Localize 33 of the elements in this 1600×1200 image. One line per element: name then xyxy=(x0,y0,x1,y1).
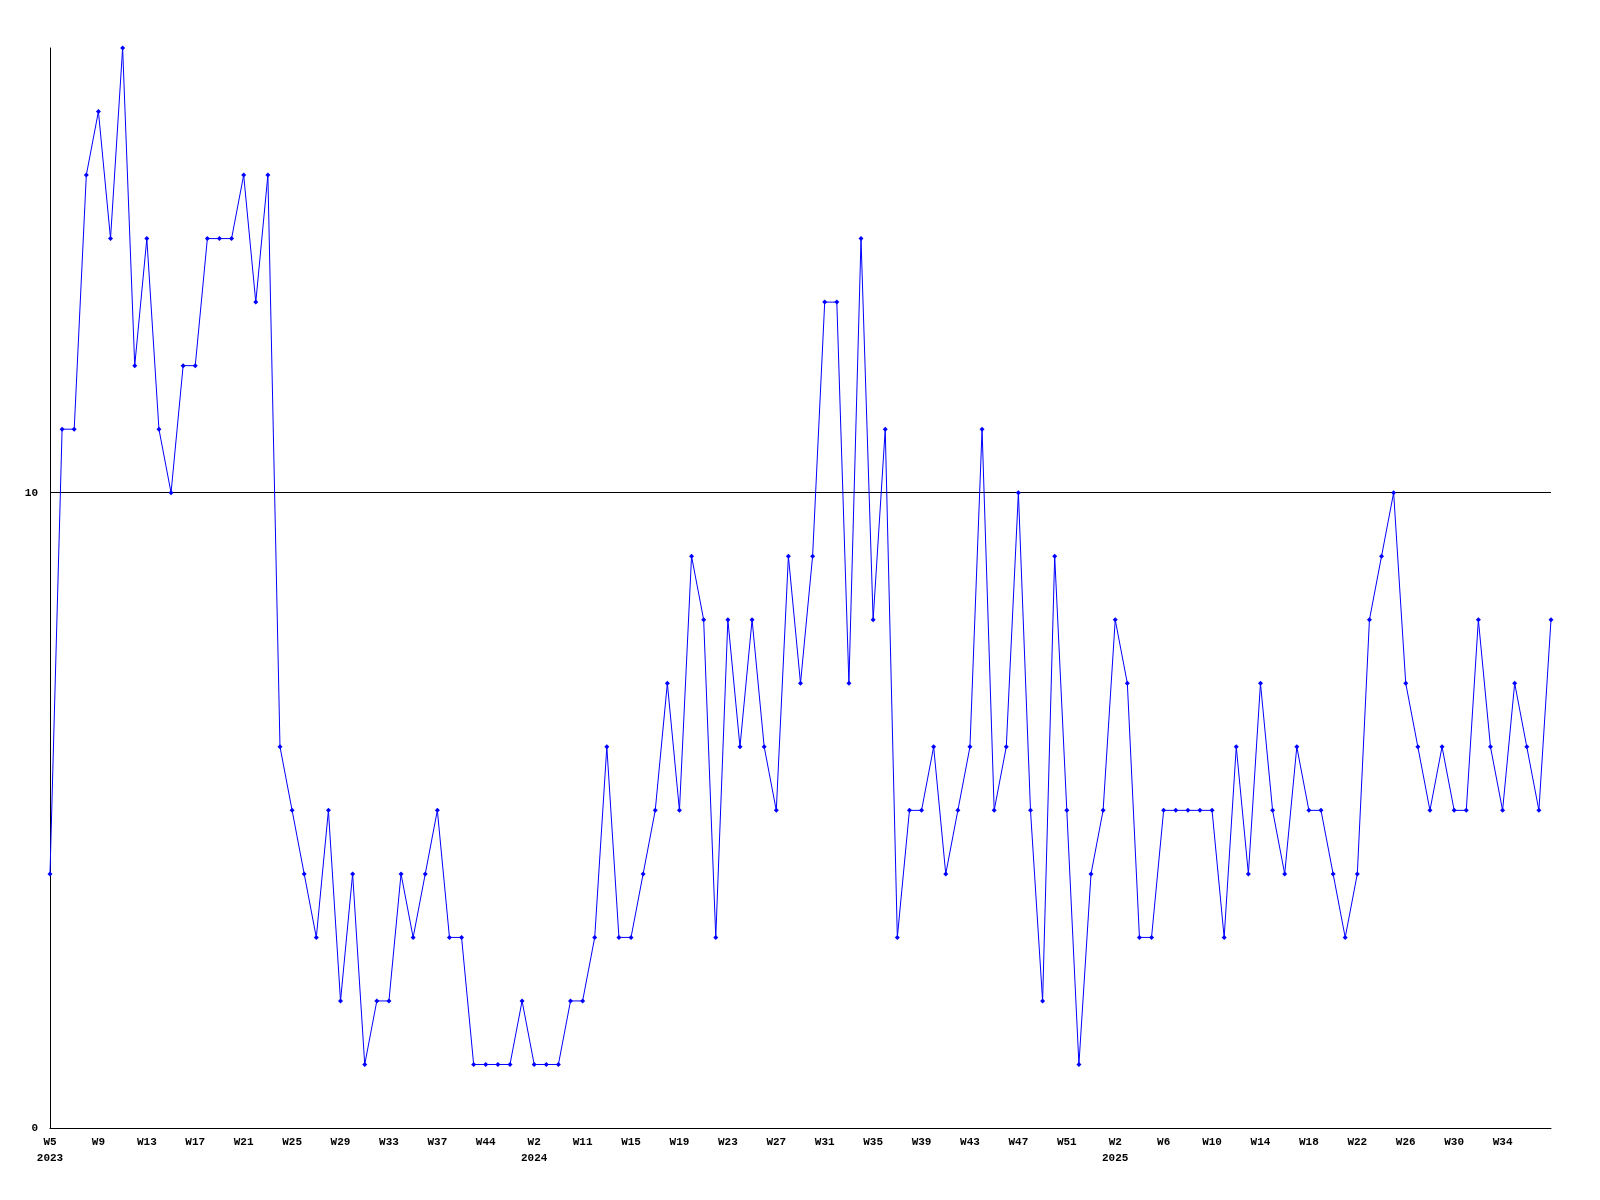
x-tick-label: W2 2024 xyxy=(520,1136,548,1164)
x-tick-label: W23 xyxy=(717,1136,739,1148)
x-tick-label: W31 xyxy=(814,1136,836,1148)
x-tick-label: W35 xyxy=(863,1136,884,1148)
x-tick-label: W9 xyxy=(91,1136,106,1148)
x-tick-label: W11 xyxy=(572,1136,593,1148)
x-tick-label: W37 xyxy=(427,1136,448,1148)
y-tick-label: 0 xyxy=(31,1122,38,1134)
x-tick-label: W15 xyxy=(621,1136,642,1148)
y-tick-label: 10 xyxy=(24,486,38,499)
x-tick-label: W26 xyxy=(1395,1136,1416,1148)
x-tick-label: W51 xyxy=(1056,1136,1078,1148)
x-tick-label: W29 xyxy=(330,1136,351,1148)
x-tick-label: W22 xyxy=(1347,1136,1368,1148)
x-tick-label: W43 xyxy=(960,1136,981,1148)
x-tick-label: W27 xyxy=(766,1136,787,1148)
x-tick-label: W14 xyxy=(1250,1136,1271,1148)
x-tick-label: W44 xyxy=(475,1136,497,1148)
x-tick-label: W33 xyxy=(379,1136,400,1148)
x-tick-label: W39 xyxy=(911,1136,932,1148)
x-tick-label: W34 xyxy=(1492,1136,1513,1148)
x-tick-label: W47 xyxy=(1008,1136,1029,1148)
x-tick-label: W6 xyxy=(1157,1136,1171,1148)
x-tick-label: W17 xyxy=(185,1136,206,1148)
x-tick-label: W19 xyxy=(669,1136,690,1148)
x-tick-label: W25 xyxy=(282,1136,303,1148)
x-tick-label: W18 xyxy=(1299,1136,1320,1148)
x-tick-label: W5 2023 xyxy=(36,1136,64,1164)
x-tick-label: W10 xyxy=(1202,1136,1222,1148)
x-tick-label: W2 2025 xyxy=(1102,1136,1129,1164)
x-tick-label: W21 xyxy=(233,1136,254,1148)
x-tick-label: W13 xyxy=(136,1136,158,1148)
x-tick-label: W30 xyxy=(1444,1136,1465,1148)
